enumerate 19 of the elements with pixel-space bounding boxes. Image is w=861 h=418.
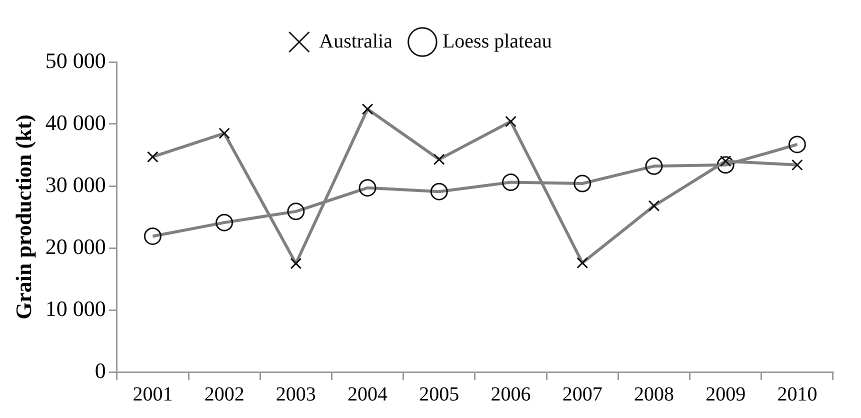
legend-label: Australia [319, 30, 393, 52]
y-tick-label: 0 [94, 358, 106, 383]
x-tick-label: 2001 [132, 383, 173, 406]
y-tick-label: 20 000 [45, 234, 106, 259]
x-tick-label: 2006 [490, 383, 531, 406]
x-tick-label: 2008 [634, 383, 674, 406]
x-tick-label: 2009 [706, 383, 746, 406]
y-tick-label: 50 000 [45, 48, 106, 73]
y-axis-title: Grain production (kt) [10, 114, 36, 320]
x-tick-label: 2002 [204, 383, 244, 406]
x-tick-label: 2004 [348, 383, 388, 406]
legend-label: Loess plateau [442, 30, 552, 52]
x-tick-label: 2010 [777, 383, 818, 406]
x-tick-label: 2007 [562, 383, 602, 406]
y-tick-label: 30 000 [45, 172, 106, 197]
x-tick-label: 2005 [419, 383, 460, 406]
x-tick-label: 2003 [276, 383, 316, 406]
y-tick-label: 40 000 [45, 110, 106, 135]
y-tick-label: 10 000 [45, 296, 106, 321]
